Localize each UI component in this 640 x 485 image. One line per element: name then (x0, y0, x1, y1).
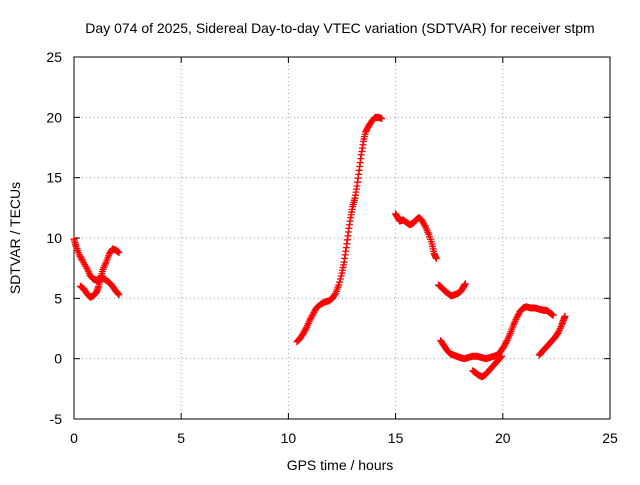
data-point (75, 251, 83, 259)
data-point (514, 311, 522, 319)
data-point (76, 252, 84, 260)
data-point (497, 353, 505, 361)
data-point (461, 280, 469, 288)
data-point (310, 309, 318, 317)
data-point (336, 278, 344, 286)
series-arc-2 (76, 245, 123, 301)
data-point (418, 217, 426, 225)
data-point (306, 316, 314, 324)
data-point (115, 248, 123, 256)
y-tick-label: 0 (54, 351, 62, 367)
data-point (307, 313, 315, 321)
data-point (421, 222, 429, 230)
x-tick-label: 10 (281, 430, 297, 446)
data-point (501, 341, 509, 349)
series-arc-8 (535, 312, 569, 359)
data-point (77, 254, 85, 262)
data-point (311, 307, 319, 315)
data-point (498, 352, 506, 360)
data-point (419, 219, 427, 227)
data-point (513, 314, 521, 322)
data-point (307, 315, 315, 323)
data-point (115, 291, 123, 299)
points-layer (70, 113, 569, 381)
series-arc-5 (434, 280, 469, 300)
data-point (301, 326, 309, 334)
data-point (299, 329, 307, 337)
data-point (114, 290, 122, 298)
grid-layer (74, 57, 610, 419)
data-point (514, 312, 522, 320)
data-point (335, 281, 343, 289)
y-tick-label: 20 (46, 109, 62, 125)
data-point (309, 310, 317, 318)
data-point (420, 220, 428, 228)
x-tick-label: 20 (495, 430, 511, 446)
series-arc-3 (293, 113, 386, 346)
y-tick-label: 15 (46, 170, 62, 186)
x-tick-label: 25 (602, 430, 618, 446)
x-tick-label: 15 (388, 430, 404, 446)
series-arc-6 (437, 303, 557, 363)
data-point (432, 255, 440, 263)
data-point (300, 328, 308, 336)
data-point (308, 312, 316, 320)
series-arc-7 (469, 352, 506, 381)
y-tick-label: -5 (50, 411, 63, 427)
data-point (362, 126, 370, 134)
series-arc-4 (392, 210, 440, 263)
data-point (501, 340, 509, 348)
x-tick-label: 5 (177, 430, 185, 446)
data-point (549, 311, 557, 319)
data-point (337, 272, 345, 280)
chart-title: Day 074 of 2025, Sidereal Day-to-day VTE… (85, 20, 594, 36)
data-point (331, 291, 339, 299)
y-tick-label: 5 (54, 290, 62, 306)
x-tick-label: 0 (70, 430, 78, 446)
data-point (363, 125, 371, 133)
y-tick-label: 10 (46, 230, 62, 246)
data-point (302, 325, 310, 333)
y-tick-label: 25 (46, 49, 62, 65)
ticks-layer: 0 5 10 15 20 25 -5 0 5 10 15 20 25 (46, 49, 618, 446)
data-point (362, 128, 370, 136)
y-axis-label: SDTVAR / TECUs (7, 182, 23, 294)
x-axis-label: GPS time / hours (287, 457, 394, 473)
data-point (561, 312, 569, 320)
data-point (554, 329, 562, 337)
data-point (378, 115, 386, 123)
data-point (336, 275, 344, 283)
data-point (500, 343, 508, 351)
data-point (502, 338, 510, 346)
